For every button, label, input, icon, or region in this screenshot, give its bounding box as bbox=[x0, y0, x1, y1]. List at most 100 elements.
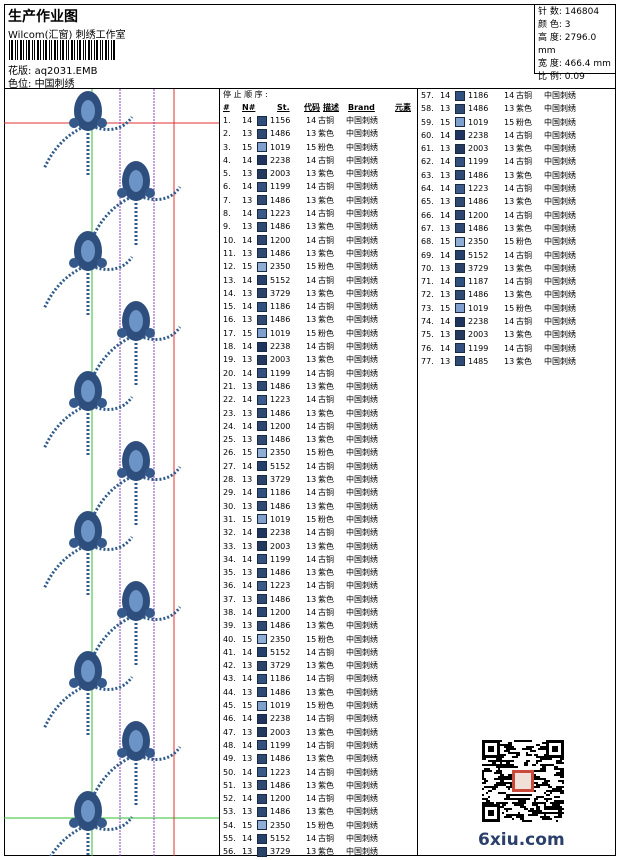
row-code: 2003 bbox=[270, 169, 291, 179]
row-desc: 古铜 bbox=[318, 182, 334, 192]
row-desc: 紫色 bbox=[516, 290, 532, 300]
qr-module bbox=[508, 762, 510, 764]
qr-module bbox=[524, 740, 526, 742]
row-stop: 14 bbox=[306, 488, 317, 498]
row-stop: 13 bbox=[306, 687, 317, 697]
qr-module bbox=[558, 800, 560, 802]
qr-module bbox=[486, 768, 488, 770]
qr-module bbox=[516, 752, 518, 754]
qr-module bbox=[554, 816, 556, 818]
row-needle: 14 bbox=[242, 647, 253, 657]
color-swatch bbox=[257, 235, 267, 246]
color-swatch bbox=[257, 314, 267, 325]
qr-module bbox=[522, 814, 524, 816]
qr-module bbox=[548, 808, 550, 810]
qr-module bbox=[560, 772, 562, 774]
qr-module bbox=[526, 762, 528, 764]
qr-finder bbox=[552, 746, 558, 752]
table-row: 46. 14 2238 14 古铜 中国刺绣 bbox=[220, 712, 417, 725]
row-needle: 15 bbox=[242, 701, 253, 711]
row-stop: 13 bbox=[306, 754, 317, 764]
row-stop: 15 bbox=[306, 514, 317, 524]
qr-module bbox=[512, 766, 514, 768]
qr-module bbox=[546, 784, 548, 786]
row-desc: 古铜 bbox=[318, 581, 334, 591]
qr-module bbox=[542, 758, 544, 760]
petal bbox=[145, 468, 155, 478]
qr-module bbox=[506, 776, 508, 778]
row-code: 1019 bbox=[270, 328, 291, 338]
color-swatch bbox=[455, 343, 465, 354]
colorpos-value: 中国刺绣 bbox=[34, 79, 75, 90]
petal bbox=[145, 608, 155, 618]
qr-module bbox=[522, 748, 524, 750]
qr-module bbox=[542, 816, 544, 818]
qr-module bbox=[548, 798, 550, 800]
row-code: 1486 bbox=[270, 568, 291, 578]
row-brand: 中国刺绣 bbox=[346, 222, 378, 232]
qr-module bbox=[538, 812, 540, 814]
row-brand: 中国刺绣 bbox=[346, 714, 378, 724]
row-stop: 14 bbox=[306, 421, 317, 431]
table-row: 18. 14 2238 14 古铜 中国刺绣 bbox=[220, 340, 417, 353]
barcode-bar bbox=[108, 40, 109, 60]
row-brand: 中国刺绣 bbox=[346, 368, 378, 378]
qr-module bbox=[502, 756, 504, 758]
barcode-bar bbox=[71, 40, 73, 60]
row-code: 1486 bbox=[270, 129, 291, 139]
color-swatch bbox=[257, 594, 267, 605]
row-needle: 13 bbox=[242, 807, 253, 817]
vine bbox=[90, 193, 137, 240]
row-desc: 古铜 bbox=[318, 235, 334, 245]
row-stop: 14 bbox=[306, 647, 317, 657]
qr-module bbox=[484, 798, 486, 800]
row-needle: 13 bbox=[440, 170, 451, 180]
color-swatch bbox=[257, 727, 267, 738]
qr-module bbox=[560, 792, 562, 794]
row-brand: 中国刺绣 bbox=[346, 381, 378, 391]
row-desc: 紫色 bbox=[318, 355, 334, 365]
qr-module bbox=[518, 794, 520, 796]
qr-module bbox=[512, 752, 514, 754]
color-swatch bbox=[257, 713, 267, 724]
qr-module bbox=[506, 750, 508, 752]
qr-module bbox=[546, 808, 548, 810]
row-index: 1. bbox=[223, 116, 231, 125]
color-swatch bbox=[257, 341, 267, 352]
qr-module bbox=[540, 768, 542, 770]
row-code: 2003 bbox=[468, 330, 489, 340]
row-needle: 14 bbox=[242, 155, 253, 165]
qr-module bbox=[510, 794, 512, 796]
color-swatch bbox=[257, 607, 267, 618]
qr-module bbox=[554, 802, 556, 804]
qr-module bbox=[532, 810, 534, 812]
qr-module bbox=[504, 808, 506, 810]
table-row: 37. 13 1486 13 紫色 中国刺绣 bbox=[220, 593, 417, 606]
qr-module bbox=[556, 774, 558, 776]
qr-module bbox=[538, 784, 540, 786]
color-swatch bbox=[455, 143, 465, 154]
qr-module bbox=[528, 820, 530, 822]
row-brand: 中国刺绣 bbox=[346, 607, 378, 617]
qr-module bbox=[502, 754, 504, 756]
row-index: 28. bbox=[223, 475, 236, 485]
qr-module bbox=[508, 760, 510, 762]
barcode-icon bbox=[9, 40, 115, 60]
qr-module bbox=[536, 802, 538, 804]
qr-module bbox=[560, 812, 562, 814]
row-needle: 15 bbox=[242, 514, 253, 524]
color-swatch bbox=[257, 474, 267, 485]
table-row: 25. 13 1486 13 紫色 中国刺绣 bbox=[220, 433, 417, 446]
row-stop: 14 bbox=[504, 184, 515, 194]
row-index: 42. bbox=[223, 661, 236, 671]
row-brand: 中国刺绣 bbox=[346, 621, 378, 631]
row-needle: 13 bbox=[242, 435, 253, 445]
row-stop: 14 bbox=[306, 275, 317, 285]
row-stop: 14 bbox=[504, 210, 515, 220]
qr-module bbox=[530, 740, 532, 742]
qr-module bbox=[530, 808, 532, 810]
row-index: 29. bbox=[223, 488, 236, 498]
table-row: 31. 15 1019 15 粉色 中国刺绣 bbox=[220, 513, 417, 526]
rows-left: 1. 14 1156 14 古铜 中国刺绣 2. 13 1486 13 紫色 中国刺绣 3. 15 1019… bbox=[220, 114, 417, 859]
qr-module bbox=[498, 782, 500, 784]
